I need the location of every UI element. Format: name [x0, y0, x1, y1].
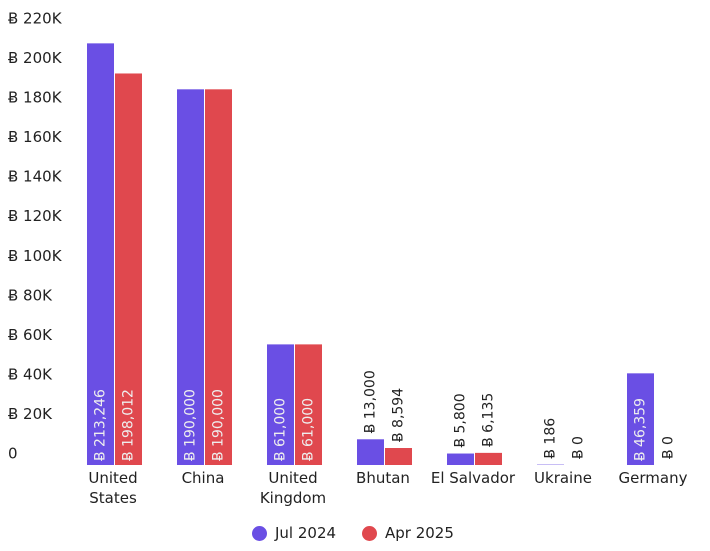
- bar: [475, 452, 502, 465]
- y-tick-label: Ƀ 80K: [8, 286, 53, 304]
- x-tick-label: Bhutan: [356, 469, 410, 487]
- x-tick-label: United States: [88, 469, 138, 507]
- bar: [205, 89, 232, 466]
- bar: [447, 453, 474, 465]
- value-label: Ƀ 61,000: [273, 398, 289, 461]
- bar: [627, 373, 654, 465]
- legend-swatch: [252, 525, 267, 541]
- legend-label: Jul 2024: [275, 524, 337, 542]
- y-tick-label: Ƀ 220K: [8, 10, 63, 28]
- y-tick-label: Ƀ 100K: [8, 247, 63, 265]
- bar: [115, 73, 142, 466]
- bar: [385, 448, 412, 465]
- bar: [295, 344, 322, 465]
- y-tick-label: Ƀ 140K: [8, 168, 63, 186]
- value-label: Ƀ 61,000: [301, 398, 317, 461]
- value-label: Ƀ 213,246: [93, 389, 109, 461]
- value-label: Ƀ 5,800: [453, 393, 469, 447]
- value-label: Ƀ 0: [661, 436, 677, 459]
- value-label: Ƀ 0: [571, 436, 587, 459]
- y-tick-label: Ƀ 60K: [8, 326, 53, 344]
- value-label: Ƀ 190,000: [183, 389, 199, 461]
- value-label: Ƀ 8,594: [391, 388, 407, 442]
- value-label: Ƀ 13,000: [363, 370, 379, 433]
- y-tick-label: Ƀ 20K: [8, 405, 53, 423]
- value-label: Ƀ 198,012: [121, 389, 137, 461]
- y-tick-label: Ƀ 40K: [8, 365, 53, 383]
- x-tick-label: United Kingdom: [259, 469, 327, 507]
- y-tick-label: 0: [8, 445, 18, 463]
- legend-swatch: [362, 525, 377, 541]
- y-tick-label: Ƀ 160K: [8, 128, 63, 146]
- x-tick-label: China: [181, 469, 225, 487]
- legend-item: Jul 2024: [252, 524, 336, 542]
- bar: [357, 439, 384, 465]
- x-tick-label: El Salvador: [430, 469, 516, 487]
- value-label: Ƀ 46,359: [633, 398, 649, 461]
- legend-item: Apr 2025: [362, 524, 454, 542]
- bar: [87, 43, 114, 466]
- bar: [177, 89, 204, 466]
- x-tick-label: Germany: [618, 469, 688, 487]
- value-label: Ƀ 6,135: [481, 393, 497, 447]
- y-tick-label: Ƀ 120K: [8, 207, 63, 225]
- value-label: Ƀ 190,000: [211, 389, 227, 461]
- value-label: Ƀ 186: [543, 418, 559, 459]
- bar: [267, 344, 294, 465]
- x-tick-label: Ukraine: [534, 469, 592, 487]
- y-tick-label: Ƀ 180K: [8, 89, 63, 107]
- legend-label: Apr 2025: [385, 524, 454, 542]
- y-tick-label: Ƀ 200K: [8, 49, 63, 67]
